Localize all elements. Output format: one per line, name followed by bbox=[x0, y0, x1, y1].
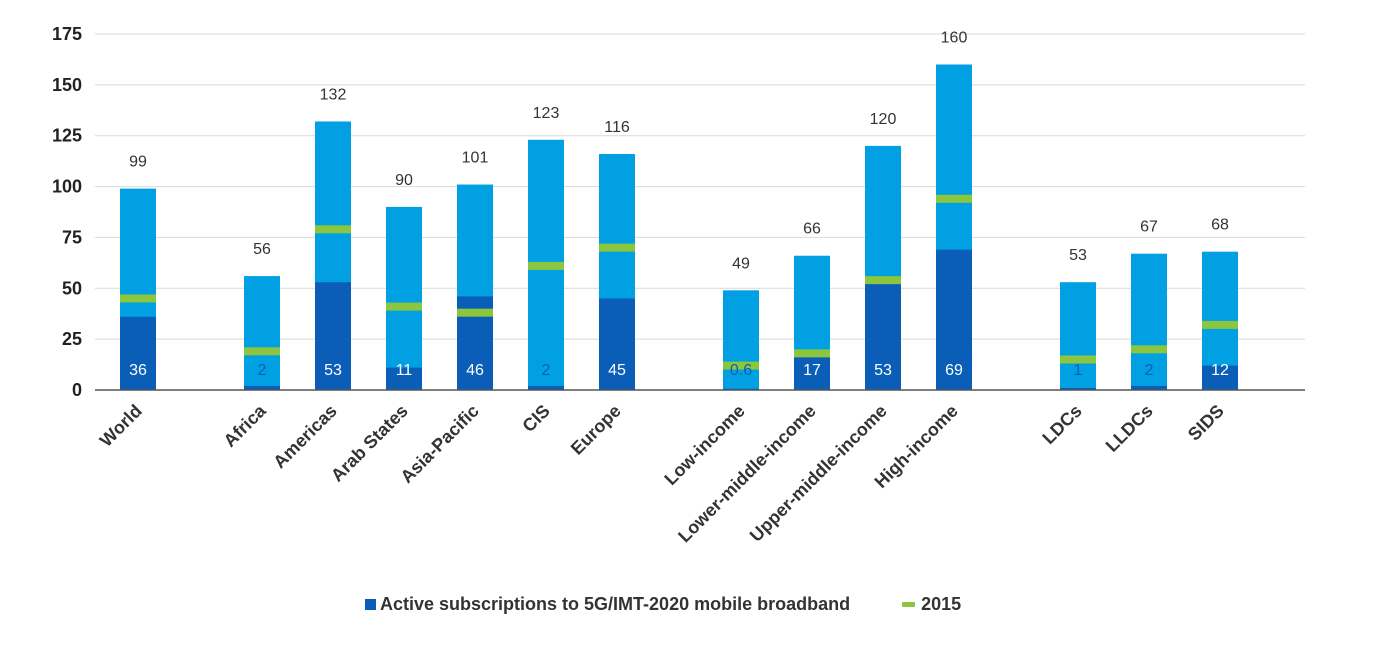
bar-5g-value-label: 53 bbox=[324, 362, 342, 379]
marker-2015 bbox=[1131, 345, 1167, 354]
bar-5g-value-label: 17 bbox=[803, 362, 821, 379]
marker-2015 bbox=[599, 243, 635, 252]
bar-5g bbox=[315, 282, 351, 390]
bar-5g-value-label: 2 bbox=[1145, 362, 1154, 379]
y-tick-label: 125 bbox=[52, 126, 82, 146]
bar-5g bbox=[794, 355, 830, 390]
bar-total-label: 123 bbox=[533, 105, 560, 122]
x-tick-label: Lower-middle-income bbox=[674, 401, 820, 547]
bar-5g bbox=[244, 385, 280, 390]
x-tick-label: Africa bbox=[220, 400, 271, 451]
x-tick-label: LDCs bbox=[1038, 401, 1085, 448]
x-tick-label: CIS bbox=[518, 401, 553, 436]
y-tick-label: 0 bbox=[72, 380, 82, 400]
x-tick-label: Americas bbox=[269, 401, 340, 472]
bar-total-label: 160 bbox=[941, 30, 968, 47]
bar-remainder bbox=[1131, 253, 1167, 390]
x-tick-label: Upper-middle-income bbox=[746, 401, 891, 546]
x-tick-label: SIDS bbox=[1184, 401, 1228, 445]
marker-2015 bbox=[1060, 355, 1096, 364]
bar-total-label: 99 bbox=[129, 154, 147, 171]
marker-2015 bbox=[528, 261, 564, 270]
bar-remainder bbox=[1060, 282, 1096, 390]
bar-5g-value-label: 1 bbox=[1074, 362, 1083, 379]
marker-2015 bbox=[457, 308, 493, 317]
marker-2015 bbox=[794, 349, 830, 358]
bar-5g bbox=[599, 298, 635, 390]
bar-5g bbox=[1202, 365, 1238, 390]
bar-5g bbox=[120, 316, 156, 390]
x-tick-label: World bbox=[96, 401, 146, 451]
legend-item-2015: 2015 bbox=[902, 594, 961, 615]
bar-5g bbox=[865, 282, 901, 390]
y-tick-label: 75 bbox=[62, 227, 82, 247]
bar-5g-value-label: 2 bbox=[542, 362, 551, 379]
marker-2015 bbox=[315, 225, 351, 234]
marker-2015 bbox=[936, 194, 972, 203]
bar-remainder bbox=[244, 276, 280, 390]
bar-5g-value-label: 12 bbox=[1211, 362, 1229, 379]
bar-total-label: 68 bbox=[1211, 217, 1229, 234]
legend-label-5g: Active subscriptions to 5G/IMT-2020 mobi… bbox=[380, 594, 851, 614]
bar-5g-value-label: 53 bbox=[874, 362, 892, 379]
bar-total-label: 56 bbox=[253, 241, 271, 258]
y-tick-label: 175 bbox=[52, 24, 82, 44]
legend-swatch-5g bbox=[365, 599, 376, 610]
bar-5g bbox=[386, 367, 422, 390]
bar-5g-value-label: 0.6 bbox=[730, 362, 752, 379]
bar-remainder bbox=[723, 290, 759, 390]
bar-5g bbox=[1060, 387, 1096, 390]
marker-2015 bbox=[1202, 320, 1238, 329]
bar-total-label: 66 bbox=[803, 221, 821, 238]
bar-total-label: 90 bbox=[395, 172, 413, 189]
bar-5g bbox=[1131, 385, 1167, 390]
y-tick-label: 25 bbox=[62, 329, 82, 349]
bar-5g-value-label: 2 bbox=[258, 362, 267, 379]
bar-5g-value-label: 36 bbox=[129, 362, 147, 379]
marker-2015 bbox=[723, 361, 759, 370]
bar-total-label: 120 bbox=[870, 111, 897, 128]
bar-total-label: 116 bbox=[604, 119, 630, 136]
x-tick-label: Europe bbox=[567, 401, 625, 459]
x-tick-label: LLDCs bbox=[1102, 401, 1157, 456]
marker-2015 bbox=[244, 347, 280, 356]
marker-2015 bbox=[120, 294, 156, 303]
marker-2015 bbox=[865, 276, 901, 285]
bar-total-label: 101 bbox=[462, 150, 489, 167]
bar-total-label: 132 bbox=[320, 86, 347, 103]
bar-5g-value-label: 45 bbox=[608, 362, 626, 379]
legend-label-2015: 2015 bbox=[921, 594, 962, 614]
bar-remainder bbox=[386, 206, 422, 390]
y-tick-label: 100 bbox=[52, 177, 82, 197]
legend-item-5g: Active subscriptions to 5G/IMT-2020 mobi… bbox=[365, 594, 850, 615]
bar-5g bbox=[528, 385, 564, 390]
bar-total-label: 49 bbox=[732, 255, 750, 272]
marker-2015 bbox=[386, 302, 422, 311]
legend-swatch-2015 bbox=[902, 602, 916, 607]
bar-total-label: 53 bbox=[1069, 247, 1087, 264]
bar-5g-value-label: 46 bbox=[466, 362, 484, 379]
bar-5g-value-label: 69 bbox=[945, 362, 963, 379]
y-tick-label: 50 bbox=[62, 278, 82, 298]
bar-5g-value-label: 11 bbox=[396, 362, 413, 379]
y-tick-label: 150 bbox=[52, 75, 82, 95]
bar-total-label: 67 bbox=[1140, 219, 1158, 236]
bar-5g bbox=[936, 249, 972, 390]
legend: Active subscriptions to 5G/IMT-2020 mobi… bbox=[365, 594, 961, 615]
